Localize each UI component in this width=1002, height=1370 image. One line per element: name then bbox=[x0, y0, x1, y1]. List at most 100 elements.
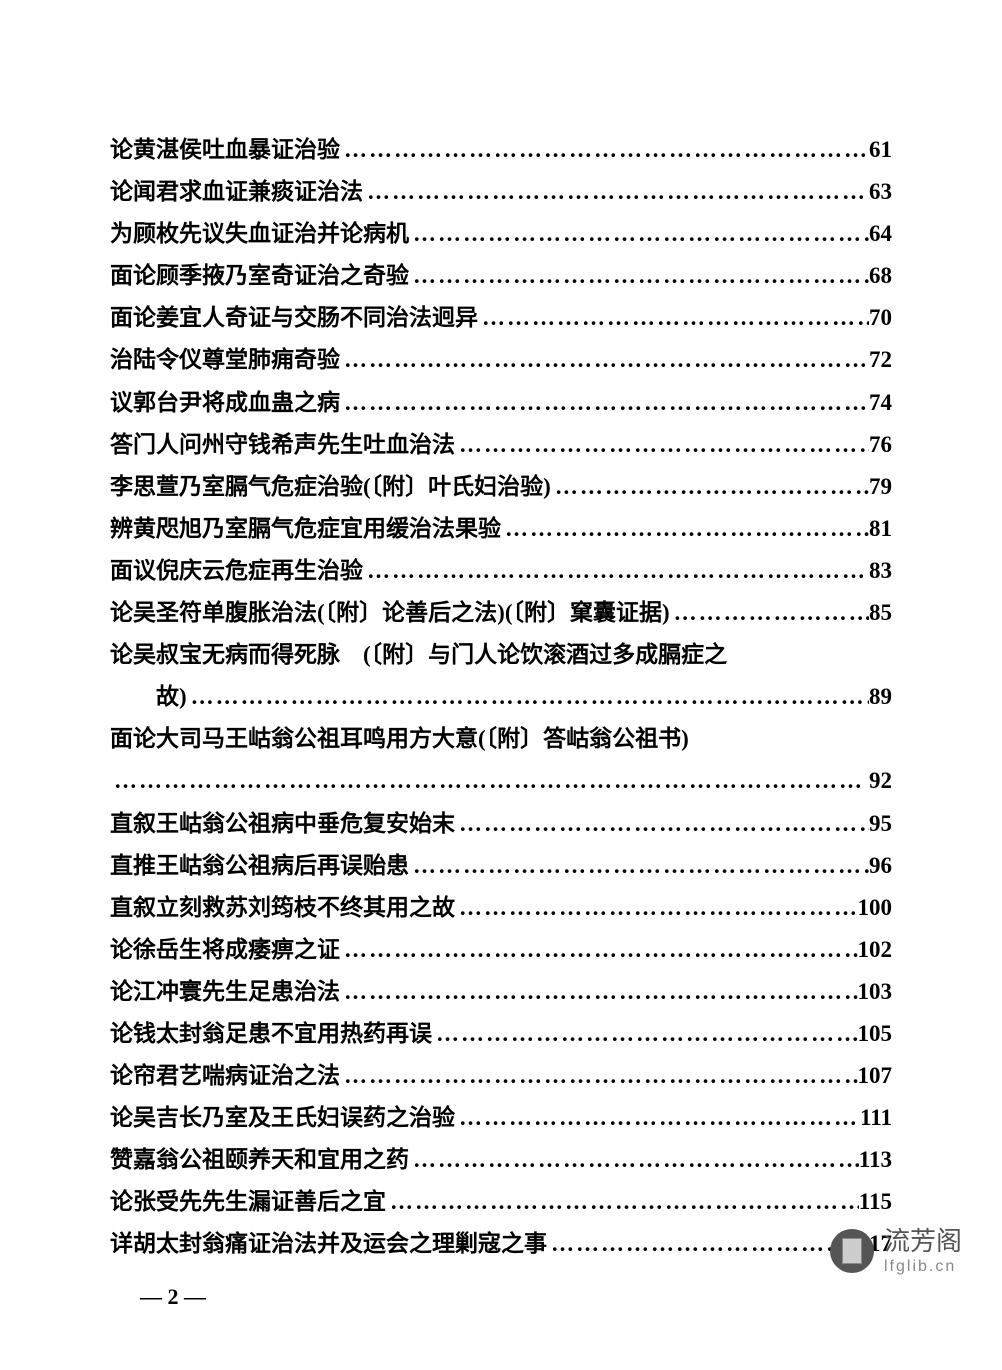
toc-entry-page: 100 bbox=[858, 888, 893, 927]
toc-entry-page: 115 bbox=[859, 1182, 892, 1221]
toc-entry-title: 直叙王岵翁公祖病中垂危复安始末 bbox=[110, 804, 455, 843]
toc-entry-title: 论吴吉长乃室及王氏妇误药之治验 bbox=[110, 1098, 455, 1137]
toc-entry-title: 李思萱乃室膈气危症治验(〔附〕叶氏妇治验) bbox=[110, 467, 551, 506]
toc-entry-dots: ……………………………………………………………………………… bbox=[409, 1140, 859, 1179]
toc-entry-dots: ……………………………………………………………………………… bbox=[340, 972, 858, 1011]
toc-entry-dots: ……………………………………………………………………………… bbox=[551, 467, 869, 506]
toc-entry-title: 论吴圣符单腹胀治法(〔附〕论善后之法)(〔附〕窠囊证据) bbox=[110, 593, 670, 632]
toc-entry-page: 111 bbox=[860, 1098, 892, 1137]
toc-entry-dots: ……………………………………………………………………………… bbox=[432, 1014, 858, 1053]
toc-entry-title: 论张受先先生漏证善后之宜 bbox=[110, 1182, 386, 1221]
toc-entry-title: 治陆令仪尊堂肺痈奇验 bbox=[110, 340, 340, 379]
toc-entry-page: 102 bbox=[858, 930, 893, 969]
toc-entry-page: 89 bbox=[869, 677, 892, 716]
toc-entry-page: 70 bbox=[869, 298, 892, 337]
toc-entry-page: 103 bbox=[858, 972, 893, 1011]
footer-title: 流芳阁 bbox=[884, 1226, 962, 1257]
toc-entry-page: 72 bbox=[869, 340, 892, 379]
toc-entry-dots: ……………………………………………………………………………… bbox=[409, 256, 869, 295]
toc-entry: 论钱太封翁足患不宜用热药再误……………………………………………………………………… bbox=[110, 1014, 892, 1053]
toc-entry-title: 论帘君艺喘病证治之法 bbox=[110, 1056, 340, 1095]
toc-entry: 论吴吉长乃室及王氏妇误药之治验…………………………………………………………………… bbox=[110, 1098, 892, 1137]
toc-entry-page: 68 bbox=[869, 256, 892, 295]
toc-entry-title: 论江冲寰先生足患治法 bbox=[110, 972, 340, 1011]
toc-entry: 论徐岳生将成痿痹之证………………………………………………………………………………… bbox=[110, 930, 892, 969]
toc-entry-dots: ……………………………………………………………………………… bbox=[340, 130, 869, 169]
toc-entry: 论吴圣符单腹胀治法(〔附〕论善后之法)(〔附〕窠囊证据)………………………………… bbox=[110, 593, 892, 632]
toc-entry-dots: ……………………………………………………………………………… bbox=[547, 1224, 859, 1263]
page-number: — 2 — bbox=[110, 1284, 892, 1310]
toc-entry: 论吴叔宝无病而得死脉 (〔附〕与门人论饮滚酒过多成膈症之 bbox=[110, 635, 892, 674]
toc-entry: 直叙立刻救苏刘筠枝不终其用之故…………………………………………………………………… bbox=[110, 888, 892, 927]
toc-entry: 议郭台尹将成血蛊之病………………………………………………………………………………… bbox=[110, 383, 892, 422]
book-icon-inner bbox=[842, 1238, 862, 1264]
toc-entry-page: 107 bbox=[858, 1056, 893, 1095]
toc-entry: 答门人问州守钱希声先生吐血治法…………………………………………………………………… bbox=[110, 425, 892, 464]
toc-entry-dots: ……………………………………………………………………………… bbox=[340, 340, 869, 379]
toc-entry-page: 61 bbox=[869, 130, 892, 169]
toc-entry-title: 赞嘉翁公祖颐养天和宜用之药 bbox=[110, 1140, 409, 1179]
toc-entry: 论张受先先生漏证善后之宜…………………………………………………………………………… bbox=[110, 1182, 892, 1221]
footer-text: 流芳阁 lfglib.cn bbox=[884, 1226, 962, 1276]
toc-entry-title: 答门人问州守钱希声先生吐血治法 bbox=[110, 425, 455, 464]
toc-entry-dots: ……………………………………………………………………………… bbox=[478, 298, 869, 337]
toc-entry: 面论大司马王岵翁公祖耳鸣用方大意(〔附〕答岵翁公祖书) bbox=[110, 719, 892, 758]
footer-url: lfglib.cn bbox=[884, 1257, 962, 1276]
toc-entry-title: 议郭台尹将成血蛊之病 bbox=[110, 383, 340, 422]
toc-entry-page: 63 bbox=[869, 172, 892, 211]
toc-entry: 面议倪庆云危症再生治验……………………………………………………………………………… bbox=[110, 551, 892, 590]
toc-entry-dots: ……………………………………………………………………………… bbox=[670, 593, 869, 632]
toc-entry: 故)………………………………………………………………………………89 bbox=[110, 677, 892, 716]
toc-entry-title: 论黄湛侯吐血暴证治验 bbox=[110, 130, 340, 169]
page-container: 论黄湛侯吐血暴证治验………………………………………………………………………………… bbox=[0, 0, 1002, 1370]
toc-entry-page: 74 bbox=[869, 383, 892, 422]
toc-entry: 论黄湛侯吐血暴证治验………………………………………………………………………………… bbox=[110, 130, 892, 169]
toc-entry-page: 92 bbox=[869, 761, 892, 800]
toc-entry-page: 83 bbox=[869, 551, 892, 590]
toc-entry-dots: ……………………………………………………………………………… bbox=[455, 888, 858, 927]
toc-entry-title: 面论顾季掖乃室奇证治之奇验 bbox=[110, 256, 409, 295]
toc-entry-title: 为顾枚先议失血证治并论病机 bbox=[110, 214, 409, 253]
toc-entry-dots: ……………………………………………………………………………… bbox=[363, 551, 869, 590]
toc-entry: 面论姜宜人奇证与交肠不同治法迥异………………………………………………………………… bbox=[110, 298, 892, 337]
toc-entry-page: 113 bbox=[859, 1140, 892, 1179]
toc-entry-dots: ……………………………………………………………………………… bbox=[409, 846, 869, 885]
toc-entry-title: 故) bbox=[156, 677, 187, 716]
table-of-contents: 论黄湛侯吐血暴证治验………………………………………………………………………………… bbox=[110, 130, 892, 1264]
toc-entry-title: 论吴叔宝无病而得死脉 (〔附〕与门人论饮滚酒过多成膈症之 bbox=[110, 635, 727, 674]
toc-entry: 详胡太封翁痛证治法并及运会之理剿寇之事………………………………………………………… bbox=[110, 1224, 892, 1263]
toc-entry-dots: ……………………………………………………………………………… bbox=[363, 172, 869, 211]
toc-entry-title: 直推王岵翁公祖病后再误贻患 bbox=[110, 846, 409, 885]
toc-entry-dots: ……………………………………………………………………………… bbox=[340, 383, 869, 422]
toc-entry-title: 面议倪庆云危症再生治验 bbox=[110, 551, 363, 590]
toc-entry-title: 论闻君求血证兼痰证治法 bbox=[110, 172, 363, 211]
toc-entry-page: 64 bbox=[869, 214, 892, 253]
toc-entry: 面论顾季掖乃室奇证治之奇验………………………………………………………………………… bbox=[110, 256, 892, 295]
toc-entry-dots: ……………………………………………………………………………… bbox=[455, 425, 869, 464]
toc-entry-page: 105 bbox=[858, 1014, 893, 1053]
toc-entry: ………………………………………………………………………………92 bbox=[110, 761, 892, 800]
toc-entry: 直推王岵翁公祖病后再误贻患………………………………………………………………………… bbox=[110, 846, 892, 885]
toc-entry: 治陆令仪尊堂肺痈奇验………………………………………………………………………………… bbox=[110, 340, 892, 379]
toc-entry-dots: ……………………………………………………………………………… bbox=[409, 214, 869, 253]
toc-entry-page: 81 bbox=[869, 509, 892, 548]
toc-entry-dots: ……………………………………………………………………………… bbox=[340, 1056, 858, 1095]
toc-entry: 论帘君艺喘病证治之法………………………………………………………………………………… bbox=[110, 1056, 892, 1095]
toc-entry-dots: ……………………………………………………………………………… bbox=[501, 509, 869, 548]
toc-entry-title: 面论姜宜人奇证与交肠不同治法迥异 bbox=[110, 298, 478, 337]
toc-entry: 论江冲寰先生足患治法………………………………………………………………………………… bbox=[110, 972, 892, 1011]
toc-entry-dots: ……………………………………………………………………………… bbox=[187, 677, 869, 716]
toc-entry: 李思萱乃室膈气危症治验(〔附〕叶氏妇治验)…………………………………………………… bbox=[110, 467, 892, 506]
toc-entry-dots: ……………………………………………………………………………… bbox=[110, 761, 869, 800]
toc-entry-dots: ……………………………………………………………………………… bbox=[455, 1098, 860, 1137]
footer: 流芳阁 lfglib.cn bbox=[830, 1226, 962, 1276]
toc-entry-page: 95 bbox=[869, 804, 892, 843]
toc-entry: 赞嘉翁公祖颐养天和宜用之药………………………………………………………………………… bbox=[110, 1140, 892, 1179]
toc-entry-page: 96 bbox=[869, 846, 892, 885]
toc-entry-dots: ……………………………………………………………………………… bbox=[340, 930, 858, 969]
toc-entry-dots: ……………………………………………………………………………… bbox=[386, 1182, 859, 1221]
book-icon bbox=[830, 1229, 874, 1273]
toc-entry-page: 76 bbox=[869, 425, 892, 464]
toc-entry-title: 直叙立刻救苏刘筠枝不终其用之故 bbox=[110, 888, 455, 927]
toc-entry-title: 辨黄咫旭乃室膈气危症宜用缓治法果验 bbox=[110, 509, 501, 548]
